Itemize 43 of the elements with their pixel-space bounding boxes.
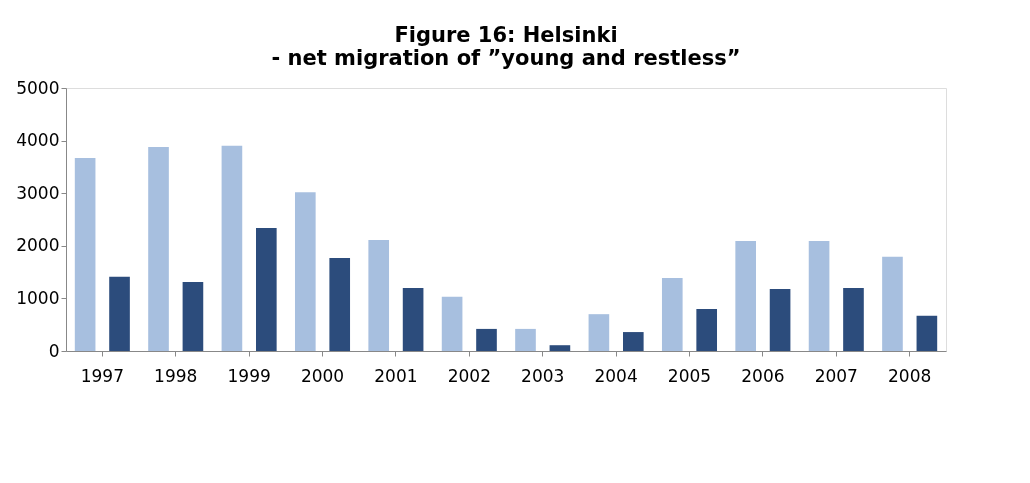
x-tick-label: 2005 xyxy=(667,365,712,386)
x-tick-label: 1998 xyxy=(154,365,198,386)
bar xyxy=(882,256,903,351)
x-tick-label: 2002 xyxy=(447,365,491,386)
bar xyxy=(221,145,243,351)
x-tick-label: 2006 xyxy=(741,365,785,386)
bar xyxy=(808,241,830,351)
bar xyxy=(182,282,204,351)
x-tick-label: 2000 xyxy=(300,365,345,386)
x-tick-label: 2004 xyxy=(594,365,638,386)
bar xyxy=(148,146,169,351)
bar xyxy=(696,308,718,351)
bar xyxy=(843,287,864,351)
y-tick-label: 0 xyxy=(48,340,60,361)
bar xyxy=(74,157,96,351)
bar xyxy=(294,192,316,351)
y-tick-label: 1000 xyxy=(16,287,60,308)
y-tick-label: 4000 xyxy=(16,130,60,151)
bar xyxy=(916,315,938,351)
y-tick-label: 2000 xyxy=(16,235,60,256)
x-tick-label: 1997 xyxy=(80,365,124,386)
bar xyxy=(588,314,610,351)
chart-title: Figure 16: Helsinki - net migration of ”young and restless” xyxy=(271,23,741,70)
bar xyxy=(256,227,277,351)
bar xyxy=(368,240,390,351)
y-tick-label: 3000 xyxy=(16,182,60,203)
x-tick-label: 2003 xyxy=(521,365,565,386)
x-tick-label: 2001 xyxy=(374,365,418,386)
bar xyxy=(735,241,756,351)
y-tick-label: 5000 xyxy=(16,77,60,98)
bar xyxy=(622,332,644,351)
bar xyxy=(441,296,463,351)
bar xyxy=(549,345,571,351)
bar xyxy=(329,257,351,351)
x-tick-label: 2008 xyxy=(888,365,932,386)
bar xyxy=(109,276,130,351)
bar xyxy=(515,328,536,351)
bar xyxy=(476,328,497,351)
bar xyxy=(402,287,424,351)
x-tick-label: 1999 xyxy=(227,365,271,386)
x-tick-label: 2007 xyxy=(814,365,858,386)
bar xyxy=(661,277,683,351)
bar xyxy=(769,288,791,351)
